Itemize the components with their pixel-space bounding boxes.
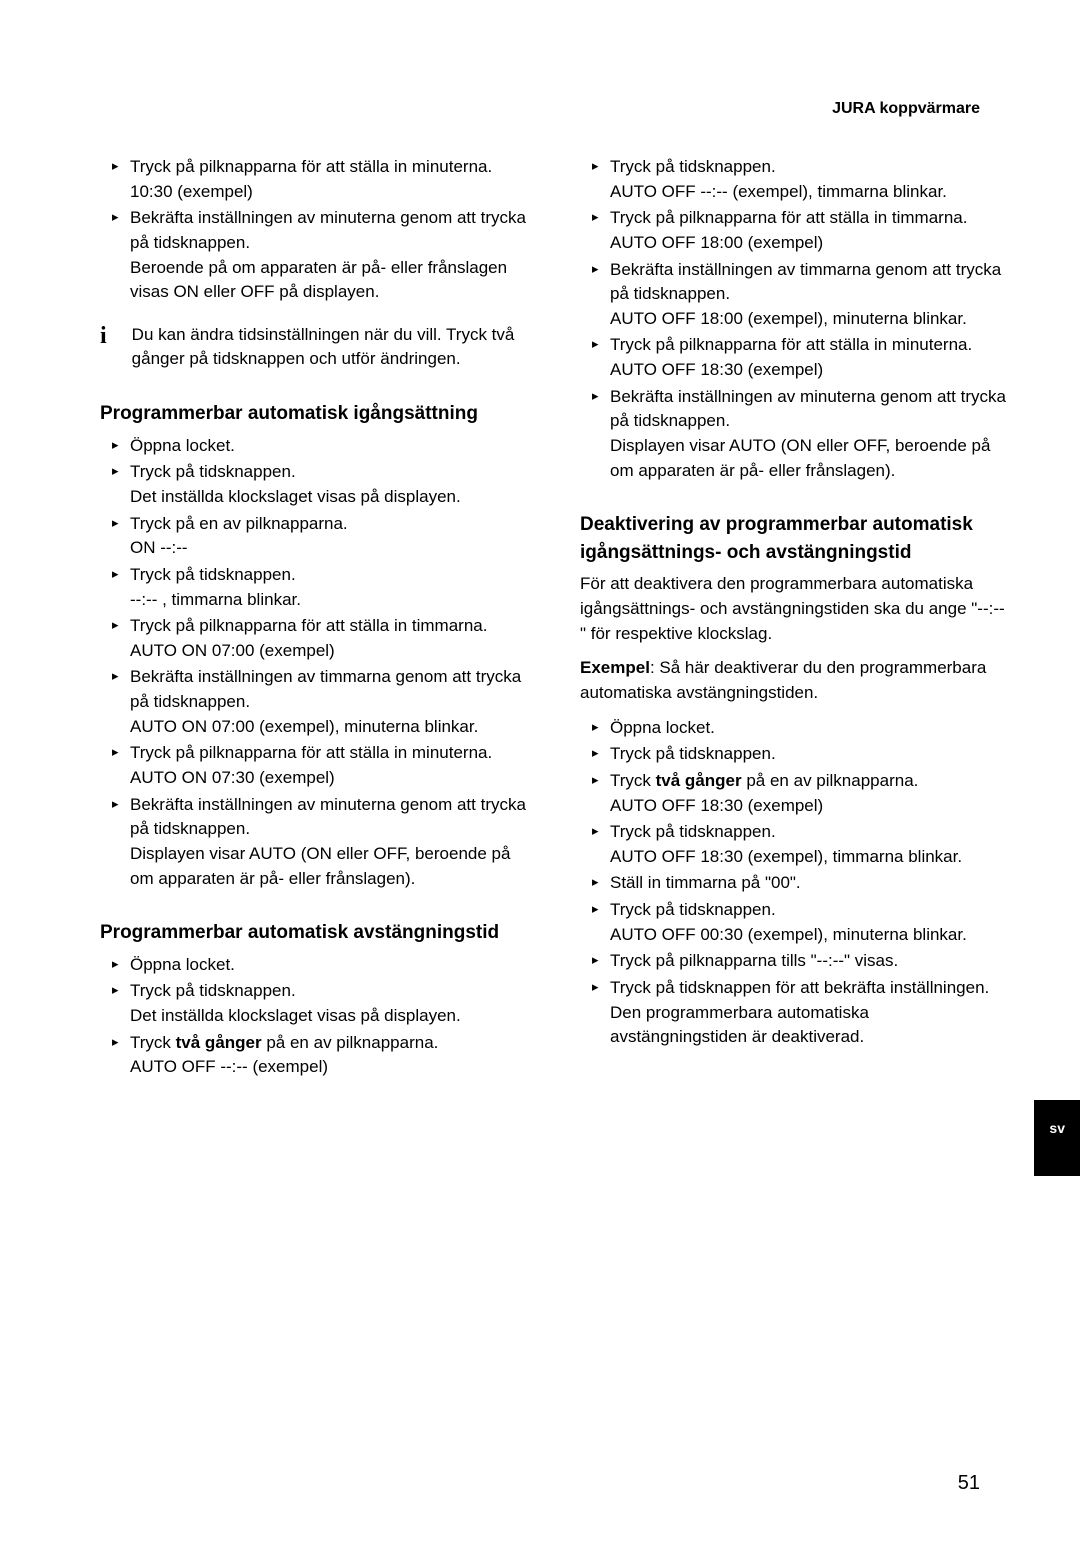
list-item: Bekräfta inställningen av minuterna geno…	[610, 385, 1010, 484]
list-item: Bekräfta inställningen av minuterna geno…	[130, 793, 530, 892]
list-item: Öppna locket.	[130, 953, 530, 978]
section3-intro: För att deaktivera den programmerbara au…	[580, 572, 1010, 646]
section1-list: Öppna locket.Tryck på tidsknappen.Det in…	[100, 434, 530, 892]
list-item: Öppna locket.	[130, 434, 530, 459]
list-item: Bekräfta inställningen av timmarna genom…	[610, 258, 1010, 332]
section2-title: Programmerbar automatisk avstängningstid	[100, 919, 530, 947]
section3-title: Deaktivering av programmerbar automatisk…	[580, 511, 1010, 566]
header-title: JURA koppvärmare	[832, 100, 980, 118]
left-column: Tryck på pilknapparna för att ställa in …	[100, 155, 530, 1082]
col1-top-list: Tryck på pilknapparna för att ställa in …	[100, 155, 530, 305]
list-item: Tryck på tidsknappen.AUTO OFF 00:30 (exe…	[610, 898, 1010, 947]
list-item: Tryck på pilknapparna tills "--:--" visa…	[610, 949, 1010, 974]
list-item: Tryck på en av pilknapparna.ON --:--	[130, 512, 530, 561]
list-item: Tryck på tidsknappen för att bekräfta in…	[610, 976, 1010, 1050]
list-item: Bekräfta inställningen av minuterna geno…	[130, 206, 530, 305]
list-item: Tryck på pilknapparna för att ställa in …	[610, 206, 1010, 255]
list-item: Tryck på tidsknappen.Det inställda klock…	[130, 460, 530, 509]
section1-title: Programmerbar automatisk igångsättning	[100, 400, 530, 428]
language-tab: sv	[1034, 1100, 1080, 1176]
list-item: Öppna locket.	[610, 716, 1010, 741]
col2-top-list: Tryck på tidsknappen.AUTO OFF --:-- (exe…	[580, 155, 1010, 483]
list-item: Tryck på tidsknappen.AUTO OFF --:-- (exe…	[610, 155, 1010, 204]
list-item: Bekräfta inställningen av timmarna genom…	[130, 665, 530, 739]
list-item: Ställ in timmarna på "00".	[610, 871, 1010, 896]
list-item: Tryck två gånger på en av pilknapparna.A…	[130, 1031, 530, 1080]
list-item: Tryck på tidsknappen.--:-- , timmarna bl…	[130, 563, 530, 612]
page-number: 51	[958, 1472, 980, 1495]
right-column: Tryck på tidsknappen.AUTO OFF --:-- (exe…	[580, 155, 1010, 1082]
list-item: Tryck på tidsknappen.	[610, 742, 1010, 767]
example-label: Exempel	[580, 658, 650, 677]
section3-example: Exempel: Så här deaktiverar du den progr…	[580, 656, 1010, 705]
list-item: Tryck på pilknapparna för att ställa in …	[130, 614, 530, 663]
list-item: Tryck på tidsknappen.Det inställda klock…	[130, 979, 530, 1028]
section3-list: Öppna locket.Tryck på tidsknappen.Tryck …	[580, 716, 1010, 1050]
list-item: Tryck på pilknapparna för att ställa in …	[130, 155, 530, 204]
list-item: Tryck två gånger på en av pilknapparna.A…	[610, 769, 1010, 818]
list-item: Tryck på pilknapparna för att ställa in …	[130, 741, 530, 790]
section2-list: Öppna locket.Tryck på tidsknappen.Det in…	[100, 953, 530, 1080]
info-text: Du kan ändra tidsinställningen när du vi…	[132, 323, 530, 372]
list-item: Tryck på pilknapparna för att ställa in …	[610, 333, 1010, 382]
list-item: Tryck på tidsknappen.AUTO OFF 18:30 (exe…	[610, 820, 1010, 869]
info-icon: i	[100, 319, 107, 354]
info-note: i Du kan ändra tidsinställningen när du …	[100, 323, 530, 372]
